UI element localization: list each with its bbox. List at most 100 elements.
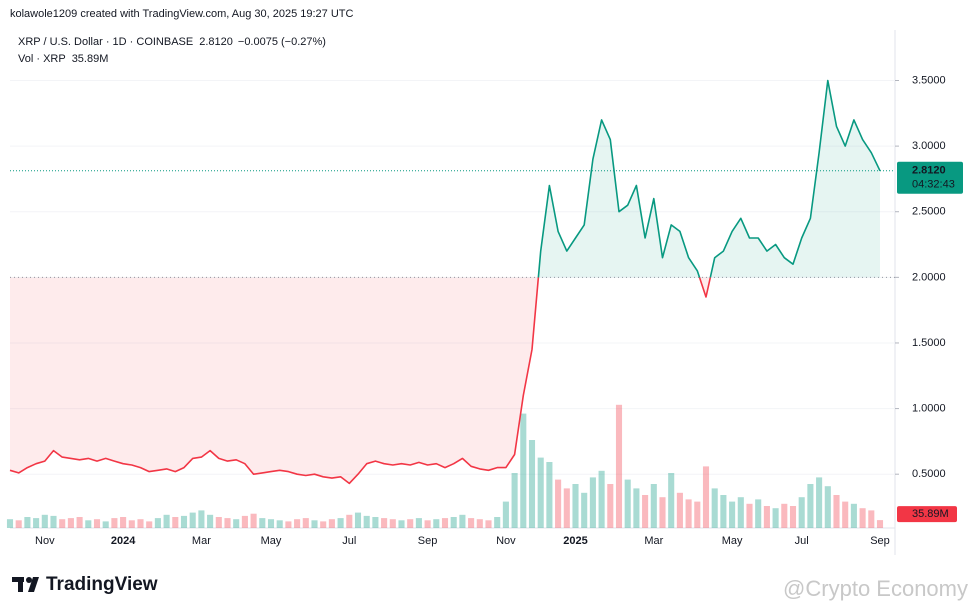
volume-bar — [15, 520, 22, 528]
volume-bar — [502, 501, 509, 528]
logo-shape — [28, 577, 39, 592]
watermark: @Crypto Economy — [783, 576, 968, 601]
x-tick-label: 2025 — [563, 535, 587, 547]
volume-bar — [789, 506, 797, 528]
volume-bar — [842, 501, 849, 528]
volume-bar — [172, 517, 179, 528]
y-tick-label: 3.5000 — [912, 74, 946, 86]
volume-bar — [41, 514, 48, 528]
volume-bar — [311, 520, 318, 528]
volume-bar — [198, 510, 205, 528]
volume-bar — [398, 520, 405, 528]
volume-bar — [450, 517, 457, 528]
logo-shape — [18, 577, 23, 592]
volume-bar — [850, 503, 857, 528]
volume-bar — [459, 514, 466, 528]
volume-bar — [563, 488, 570, 528]
volume-bar — [302, 518, 309, 528]
volume-bar — [781, 503, 788, 528]
volume-bar — [589, 477, 596, 528]
volume-bar — [146, 521, 153, 528]
legend-price: 2.8120 — [199, 36, 233, 48]
volume-bar — [633, 488, 640, 528]
volume-bar — [59, 519, 66, 528]
volume-bar — [180, 515, 188, 528]
volume-bar — [415, 518, 422, 528]
volume-bar — [537, 457, 544, 528]
price-line — [9, 79, 881, 485]
area-fill — [10, 80, 880, 484]
x-tick-label: Jul — [795, 535, 809, 547]
volume-bar — [876, 520, 884, 528]
volume-bar — [685, 499, 692, 528]
volume-bar — [294, 519, 301, 528]
volume-bar — [572, 484, 579, 528]
volume-bar — [824, 486, 831, 528]
volume-bar — [372, 517, 379, 528]
volume-bar — [720, 495, 727, 528]
volume-bar — [868, 510, 875, 528]
volume-bar — [285, 521, 292, 528]
volume-bar — [111, 518, 118, 528]
volume-bar — [668, 473, 675, 528]
legend-symbol: XRP / U.S. Dollar · 1D · COINBASE — [18, 36, 193, 48]
volume-bar — [85, 520, 92, 528]
volume-bar — [363, 515, 370, 528]
volume-bar — [241, 515, 248, 528]
y-tick-label: 2.5000 — [912, 206, 946, 218]
volume-bar — [441, 518, 449, 528]
x-tick-label: May — [722, 535, 743, 547]
volume-bar — [337, 518, 344, 528]
volume-bar — [267, 519, 275, 528]
volume-bar — [694, 501, 701, 528]
volume-bar — [833, 495, 840, 528]
volume-bar — [259, 518, 266, 528]
volume-bar — [407, 519, 414, 528]
volume-bar — [598, 470, 605, 528]
countdown: 04:32:43 — [912, 179, 955, 191]
legend-volume: Vol · XRP — [18, 53, 66, 65]
volume-bar — [755, 499, 762, 528]
volume-bar — [328, 519, 335, 528]
volume-bar — [424, 520, 431, 528]
volume-bar — [555, 479, 562, 528]
x-tick-label: Nov — [496, 535, 516, 547]
volume-bar — [711, 488, 718, 528]
volume-bar — [207, 514, 214, 528]
volume-bar — [607, 484, 614, 528]
legend-volume-value: 35.89M — [72, 53, 109, 65]
volume-bar — [676, 492, 683, 528]
logo-shape — [26, 577, 32, 583]
volume-bar — [24, 517, 31, 528]
volume-bar — [615, 404, 623, 528]
volume-label: 35.89M — [912, 508, 949, 520]
y-tick-label: 0.5000 — [912, 468, 946, 480]
volume-bar — [250, 513, 257, 528]
volume-bar — [389, 519, 396, 528]
volume-bar — [642, 495, 649, 528]
volume-bar — [102, 521, 109, 528]
volume-bar — [729, 501, 736, 528]
volume-bar — [476, 519, 483, 528]
x-tick-label: Mar — [192, 535, 211, 547]
x-tick-label: Jul — [342, 535, 356, 547]
x-tick-label: 2024 — [111, 535, 136, 547]
volume-bar — [581, 492, 588, 528]
volume-bar — [154, 518, 161, 528]
volume-bar — [433, 519, 440, 528]
volume-bar — [76, 517, 83, 528]
volume-bar — [659, 497, 666, 528]
volume-bar — [233, 519, 240, 528]
volume-bar — [224, 518, 231, 528]
volume-bar — [816, 477, 823, 528]
volume-bar — [189, 512, 196, 528]
volume-bar — [859, 508, 866, 528]
logo — [12, 577, 39, 592]
volume-bar — [128, 520, 135, 528]
volume-bar — [276, 520, 283, 528]
volume-bar — [67, 518, 74, 528]
volume-bar — [494, 517, 501, 528]
brand: TradingView — [46, 574, 158, 595]
y-tick-label: 3.0000 — [912, 140, 946, 152]
